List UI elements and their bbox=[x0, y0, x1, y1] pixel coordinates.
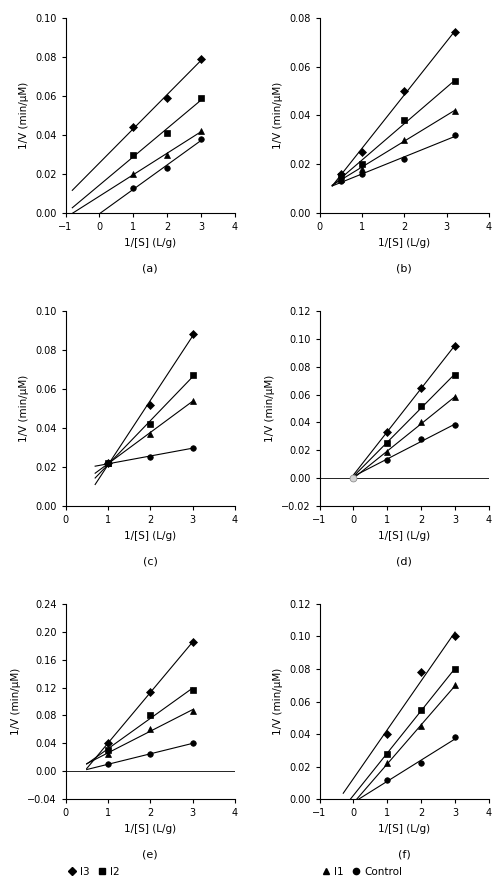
Legend: I1, Control: I1, Control bbox=[322, 867, 402, 877]
Y-axis label: 1/V (min/μM): 1/V (min/μM) bbox=[12, 668, 22, 735]
Y-axis label: 1/V (min/μM): 1/V (min/μM) bbox=[20, 82, 29, 149]
Y-axis label: 1/V (min/μM): 1/V (min/μM) bbox=[274, 82, 283, 149]
Text: (a): (a) bbox=[142, 264, 158, 274]
X-axis label: 1/[S] (L/g): 1/[S] (L/g) bbox=[378, 824, 430, 834]
Text: (b): (b) bbox=[396, 264, 412, 274]
X-axis label: 1/[S] (L/g): 1/[S] (L/g) bbox=[378, 531, 430, 541]
Text: (d): (d) bbox=[396, 557, 412, 567]
Y-axis label: 1/V (min/μM): 1/V (min/μM) bbox=[265, 375, 275, 442]
X-axis label: 1/[S] (L/g): 1/[S] (L/g) bbox=[124, 238, 176, 248]
X-axis label: 1/[S] (L/g): 1/[S] (L/g) bbox=[378, 238, 430, 248]
Y-axis label: 1/V (min/μM): 1/V (min/μM) bbox=[20, 375, 29, 442]
X-axis label: 1/[S] (L/g): 1/[S] (L/g) bbox=[124, 824, 176, 834]
X-axis label: 1/[S] (L/g): 1/[S] (L/g) bbox=[124, 531, 176, 541]
Text: (e): (e) bbox=[142, 850, 158, 860]
Text: (c): (c) bbox=[143, 557, 158, 567]
Y-axis label: 1/V (min/μM): 1/V (min/μM) bbox=[274, 668, 283, 735]
Text: (f): (f) bbox=[398, 850, 411, 860]
Legend: I3, I2: I3, I2 bbox=[68, 867, 120, 877]
